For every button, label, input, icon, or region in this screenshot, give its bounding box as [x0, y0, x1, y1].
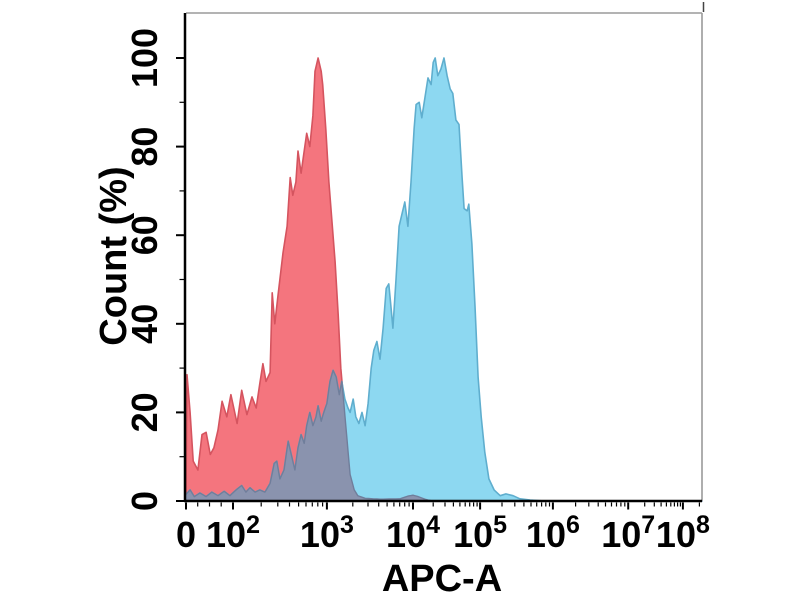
overlap-outline	[185, 369, 432, 502]
histogram-areas-layer	[185, 57, 703, 502]
x-tick-label: 108	[656, 511, 710, 555]
x-axis-title: APC-A	[382, 558, 502, 600]
x-tick-label: 0	[176, 514, 196, 555]
axes-frame-layer	[183, 2, 705, 503]
x-tick-label: 102	[206, 511, 260, 555]
x-tick-label: 104	[386, 511, 440, 555]
y-tick-label: 0	[124, 491, 165, 511]
overlap-region	[186, 370, 702, 501]
y-tick-label: 80	[124, 127, 165, 167]
y-tick-label: 20	[124, 392, 165, 432]
x-tick-label: 103	[300, 511, 354, 555]
x-tick-label: 105	[453, 511, 507, 555]
y-tick-label: 40	[124, 304, 165, 344]
x-tick-label: 106	[526, 511, 580, 555]
y-axis-title: Count (%)	[93, 166, 135, 345]
y-tick-label: 100	[124, 28, 165, 88]
ticks-layer	[176, 57, 701, 510]
y-tick-label: 60	[124, 215, 165, 255]
x-tick-label: 107	[601, 511, 655, 555]
